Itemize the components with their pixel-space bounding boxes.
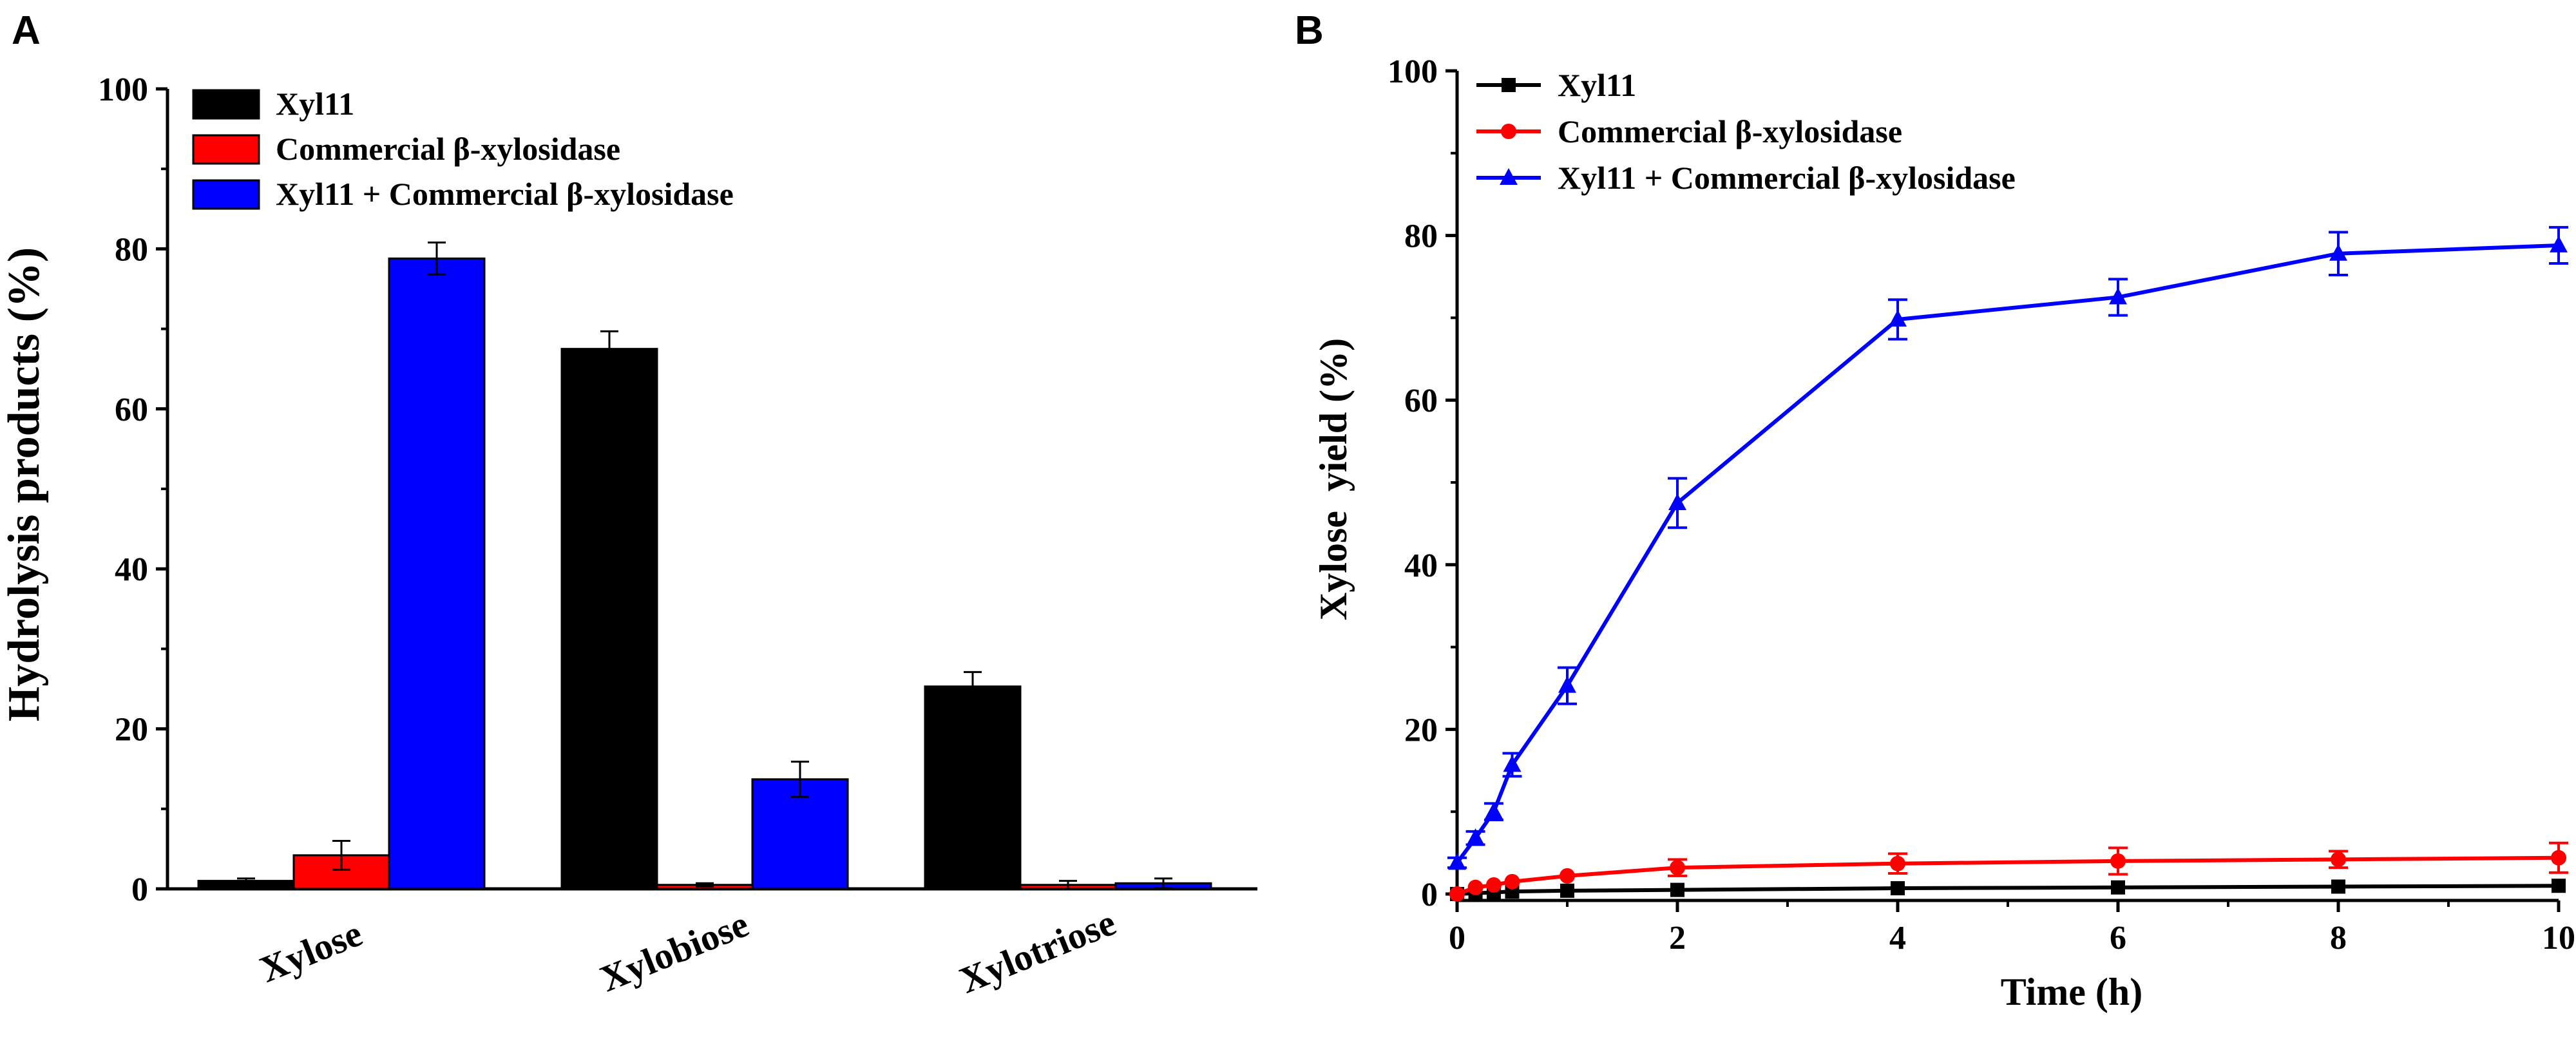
bar <box>388 257 486 890</box>
data-point <box>2110 853 2126 869</box>
bar-chart-panel-a: 0 20 40 60 80 100 Xylose Xylobiose Xylotriose H… <box>0 71 1257 1002</box>
data-point <box>1484 802 1503 819</box>
legend-swatch <box>192 179 260 210</box>
x-tick-label: 10 <box>2542 920 2575 956</box>
y-tick-label: 80 <box>115 231 148 268</box>
data-point <box>1485 877 1502 893</box>
y-tick-label: 80 <box>1404 218 1438 255</box>
data-point <box>2109 287 2127 305</box>
panel-a-label: A <box>12 8 41 53</box>
series-line <box>1456 855 2559 896</box>
y-tick-label: 100 <box>1388 53 1438 90</box>
line-chart-x-ticks: 0 2 4 6 8 10 <box>1449 900 2575 956</box>
x-tick-label: 2 <box>1669 920 1686 956</box>
data-point <box>2331 851 2346 868</box>
bar-chart-y-ticks: 0 20 40 60 80 100 <box>98 71 167 908</box>
category-label: Xylobiose <box>594 903 754 1000</box>
data-point <box>1449 886 1465 902</box>
data-point <box>1448 853 1466 870</box>
legend-label: Xyl11 <box>1558 67 1636 103</box>
series-circle <box>1449 841 2568 902</box>
y-tick-label: 20 <box>1404 712 1438 748</box>
bar-chart-category-labels: Xylose Xylobiose Xylotriose <box>254 901 1121 1002</box>
data-point <box>1504 873 1520 890</box>
legend-label: Xyl11 + Commercial β-xylosidase <box>1558 160 2016 196</box>
line-chart-y-axis-label: Xylose yield (%) <box>1312 338 1355 620</box>
y-tick-label: 40 <box>1404 547 1438 584</box>
data-point <box>1890 855 1905 871</box>
legend-marker <box>1500 168 1518 185</box>
data-point <box>2111 880 2125 895</box>
data-point <box>1558 676 1576 693</box>
y-tick-label: 40 <box>115 551 148 588</box>
data-point <box>1466 828 1485 846</box>
x-tick-label: 6 <box>2110 920 2126 956</box>
line-chart-y-ticks: 0 20 40 60 80 100 <box>1388 53 1457 913</box>
series-triangle <box>1447 225 2568 870</box>
data-point <box>1560 883 1574 898</box>
data-point <box>2331 879 2345 894</box>
data-point <box>2551 850 2566 866</box>
data-point <box>2552 879 2566 893</box>
y-tick-label: 0 <box>131 871 148 908</box>
series-line <box>1456 884 2559 896</box>
y-tick-label: 100 <box>98 71 148 108</box>
legend-label: Commercial β-xylosidase <box>276 131 620 167</box>
data-point <box>1670 882 1684 897</box>
data-point <box>1560 868 1575 884</box>
data-point <box>2329 243 2347 261</box>
y-tick-label: 0 <box>1421 877 1438 913</box>
legend-marker <box>1501 124 1516 139</box>
category-label: Xylotriose <box>954 901 1121 1002</box>
legend-swatch <box>192 134 260 165</box>
bar-chart-y-axis-label: Hydrolysis products (%) <box>0 247 49 721</box>
category-label: Xylose <box>254 912 368 991</box>
data-point <box>1889 309 1907 327</box>
legend-label: Xyl11 <box>276 86 354 122</box>
line-chart-x-axis-label: Time (h) <box>2001 971 2143 1013</box>
series-line <box>1455 243 2559 864</box>
x-tick-label: 4 <box>1889 920 1906 956</box>
bar <box>560 348 658 890</box>
line-chart-series <box>1447 225 2568 902</box>
data-point <box>1891 881 1905 896</box>
y-tick-label: 60 <box>1404 383 1438 419</box>
y-tick-label: 60 <box>115 392 148 428</box>
legend-label: Commercial β-xylosidase <box>1558 113 1902 149</box>
line-chart-panel-b: 0 20 40 60 80 100 0 2 4 6 8 10 Xylose yield (%) Ti… <box>1312 53 2575 1013</box>
bar-chart-bars <box>197 241 1212 890</box>
series-square <box>1450 879 2566 901</box>
legend-swatch <box>192 89 260 120</box>
data-point <box>1668 493 1686 510</box>
bar <box>924 685 1022 890</box>
data-point <box>1503 755 1522 772</box>
legend-label: Xyl11 + Commercial β-xylosidase <box>276 176 734 212</box>
panel-b-label: B <box>1295 8 1324 53</box>
data-point <box>2550 235 2568 252</box>
x-tick-label: 8 <box>2330 920 2347 956</box>
x-tick-label: 0 <box>1449 920 1465 956</box>
y-tick-label: 20 <box>115 712 148 748</box>
bar-chart-legend: Xyl11 Commercial β-xylosidase Xyl11 + Comm… <box>192 86 734 212</box>
line-chart-legend: Xyl11 Commercial β-xylosidase Xyl11 + Comm… <box>1476 67 2016 196</box>
legend-marker <box>1502 78 1516 92</box>
data-point <box>1467 879 1484 895</box>
data-point <box>1670 860 1685 876</box>
